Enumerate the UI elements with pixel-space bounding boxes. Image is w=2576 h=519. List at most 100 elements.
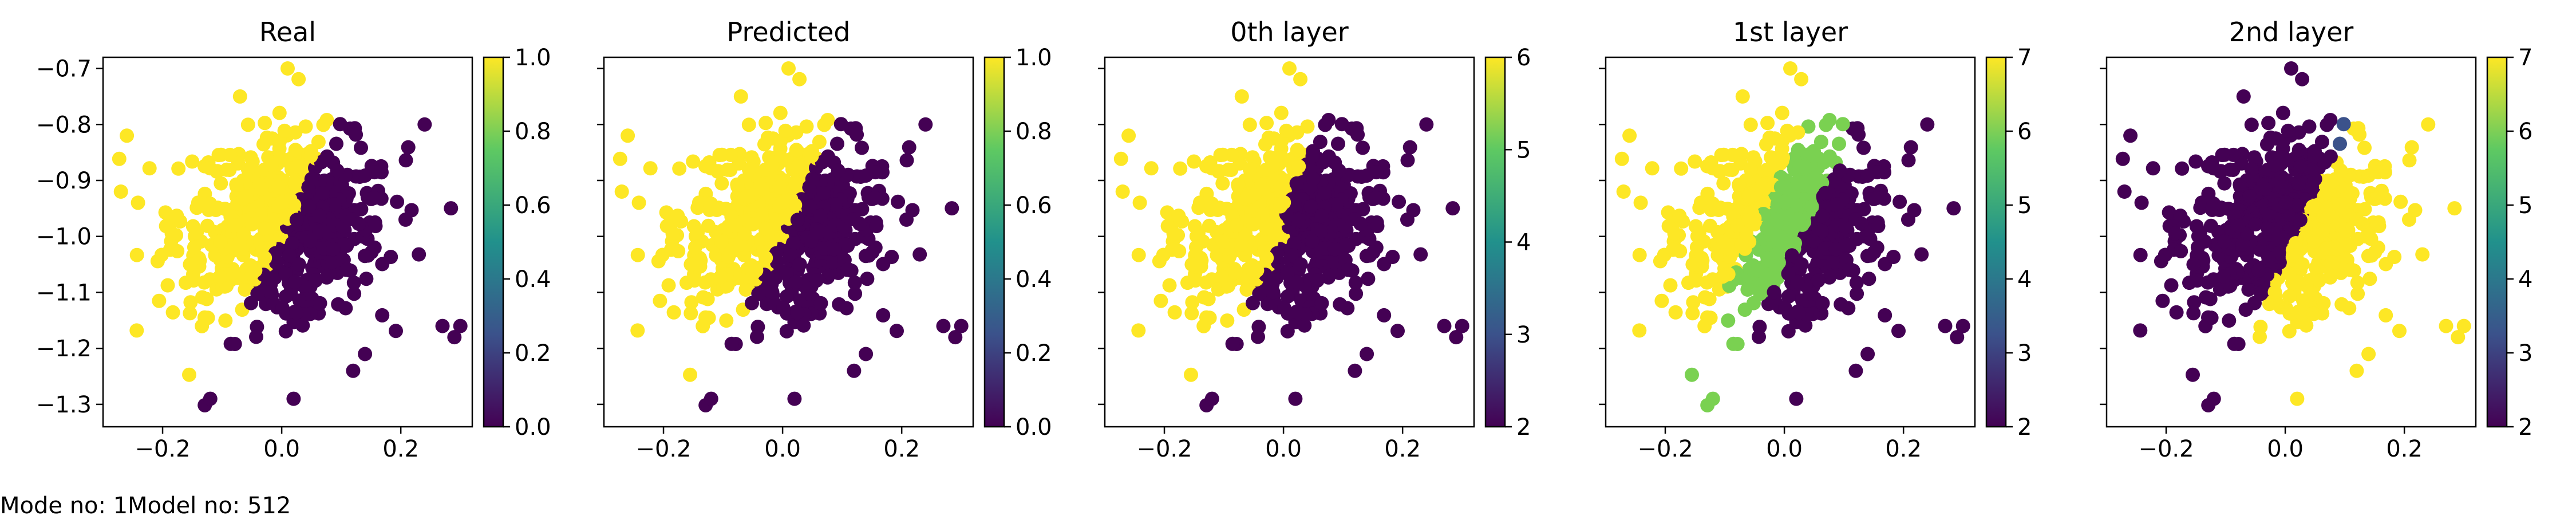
scatter-point [1686, 295, 1701, 310]
scatter-point [1251, 329, 1265, 344]
scatter-point [2275, 105, 2290, 120]
scatter-point [884, 250, 899, 264]
scatter-point [2282, 289, 2297, 304]
scatter-point [1811, 273, 1826, 288]
scatter-point [2281, 123, 2296, 138]
scatter-point [290, 159, 305, 174]
scatter-point [264, 158, 279, 172]
x-tick-label: 0.0 [263, 436, 300, 462]
scatter-point [1214, 269, 1229, 284]
scatter-point [792, 257, 807, 272]
scatter-point [354, 140, 368, 155]
scatter-point [1950, 330, 1965, 345]
x-tick-label: 0.2 [1384, 436, 1421, 462]
scatter-point [2404, 140, 2419, 155]
scatter-point [2216, 269, 2231, 284]
scatter-point [733, 89, 748, 104]
scatter-point [232, 89, 247, 104]
scatter-point [298, 119, 313, 134]
scatter-point [803, 199, 817, 214]
scatter-point [1266, 158, 1281, 172]
scatter-point [1854, 217, 1869, 231]
colorbar-tick-label: 0.2 [515, 340, 551, 367]
scatter-point [2198, 290, 2213, 305]
scatter-point [1743, 117, 1758, 132]
scatter-point [745, 296, 759, 310]
scatter-point [2361, 249, 2376, 264]
scatter-point [1277, 301, 1291, 316]
scatter-point [330, 163, 345, 178]
scatter-point [1788, 198, 1803, 213]
scatter-point [1835, 117, 1850, 132]
scatter-point [1781, 266, 1796, 281]
scatter-point [358, 168, 373, 183]
scatter-point [2316, 296, 2331, 310]
scatter-point [366, 191, 381, 206]
scatter-point [1663, 278, 1678, 293]
scatter-point [1767, 285, 1781, 300]
scatter-point [244, 296, 258, 310]
scatter-point [2186, 257, 2201, 272]
scatter-point [1192, 195, 1207, 210]
scatter-point [704, 391, 718, 406]
y-tick-label: −1.0 [36, 224, 92, 250]
scatter-point [2451, 330, 2466, 345]
scatter-point [240, 117, 255, 132]
scatter-point [836, 219, 851, 234]
scatter-point [1777, 195, 1792, 210]
scatter-point [2456, 319, 2471, 333]
scatter-point [684, 295, 699, 310]
subplot-title: 0th layer [1230, 17, 1349, 48]
scatter-point [288, 143, 303, 158]
scatter-point [1413, 247, 1428, 262]
scatter-point [398, 153, 413, 168]
scatter-point [1215, 176, 1230, 191]
scatter-point [683, 306, 698, 321]
scatter-point [714, 176, 729, 191]
scatter-point [203, 161, 218, 176]
scatter-point [1830, 197, 1844, 212]
scatter-point [211, 148, 226, 163]
scatter-point [1333, 297, 1348, 312]
scatter-point [1946, 201, 1961, 216]
scatter-point [1338, 237, 1353, 252]
scatter-point [1229, 218, 1244, 233]
scatter-point [1784, 248, 1799, 263]
scatter-point [1242, 162, 1257, 176]
scatter-point [129, 247, 144, 262]
scatter-point [1341, 262, 1356, 277]
scatter-point [750, 329, 764, 344]
scatter-point [1878, 308, 1893, 323]
scatter-point [796, 318, 811, 333]
scatter-point [688, 240, 702, 255]
scatter-point [1767, 158, 1781, 172]
scatter-point [339, 262, 354, 277]
scatter-point [1828, 242, 1843, 257]
scatter-point [2343, 262, 2358, 277]
scatter-point [1359, 249, 1374, 264]
scatter-point [315, 186, 330, 200]
scatter-point [1781, 289, 1796, 304]
colorbar-tick-label: 5 [2518, 192, 2532, 219]
scatter-point [2215, 148, 2230, 163]
scatter-point [2194, 195, 2209, 210]
scatter-point [278, 266, 293, 281]
scatter-point [1791, 125, 1805, 140]
scatter-point [240, 162, 255, 176]
scatter-point [2244, 117, 2259, 132]
scatter-point [1291, 213, 1306, 227]
scatter-point [1349, 286, 1364, 301]
subplot-title: 1st layer [1733, 17, 1848, 48]
scatter-point [2323, 113, 2338, 127]
scatter-point [1804, 199, 1819, 214]
scatter-point [384, 250, 398, 264]
scatter-point [2261, 221, 2275, 236]
scatter-point [1305, 234, 1319, 249]
y-tick-label: −0.9 [36, 168, 92, 194]
scatter-point [1202, 218, 1216, 233]
scatter-point [2291, 143, 2306, 158]
scatter-point [1807, 172, 1822, 186]
scatter-point [1360, 168, 1374, 183]
scatter-point [1274, 105, 1289, 120]
scatter-point [112, 151, 127, 166]
